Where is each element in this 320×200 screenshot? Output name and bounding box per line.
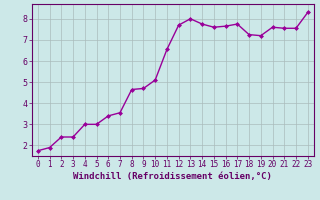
X-axis label: Windchill (Refroidissement éolien,°C): Windchill (Refroidissement éolien,°C) bbox=[73, 172, 272, 181]
